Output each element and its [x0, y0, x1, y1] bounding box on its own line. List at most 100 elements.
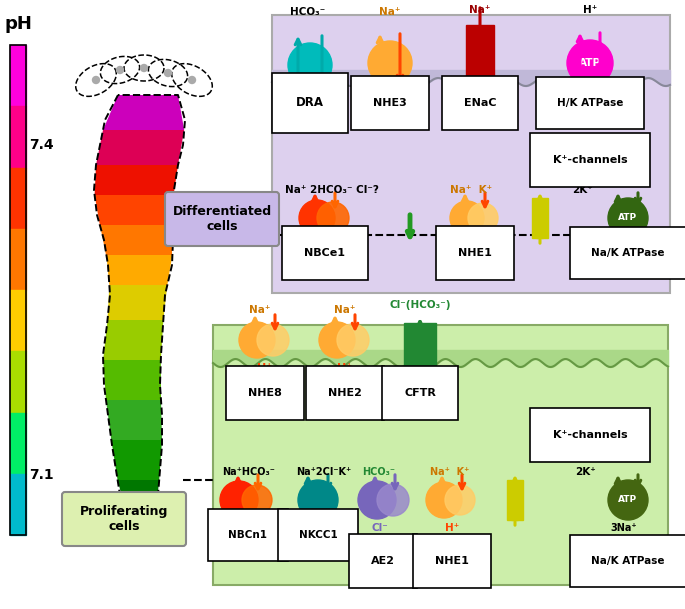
Text: H⁺: H⁺ — [467, 241, 482, 251]
Text: ATP: ATP — [619, 496, 638, 504]
Bar — [272, 15, 670, 293]
Circle shape — [450, 201, 484, 235]
Circle shape — [220, 481, 258, 519]
Text: 3Na⁺: 3Na⁺ — [605, 241, 632, 251]
Text: Cl⁻(HCO₃⁻): Cl⁻(HCO₃⁻) — [389, 300, 451, 310]
Text: DRA: DRA — [296, 96, 324, 110]
Polygon shape — [118, 480, 159, 520]
FancyBboxPatch shape — [62, 492, 186, 546]
Polygon shape — [106, 255, 173, 285]
Text: NHE3: NHE3 — [373, 98, 407, 108]
Circle shape — [317, 202, 349, 234]
Polygon shape — [100, 225, 173, 255]
FancyBboxPatch shape — [165, 192, 279, 246]
Circle shape — [445, 485, 475, 515]
Text: NKCC1: NKCC1 — [299, 530, 338, 540]
Text: HCO₃⁻: HCO₃⁻ — [362, 467, 395, 477]
Polygon shape — [103, 320, 163, 360]
Text: Proliferating
cells: Proliferating cells — [80, 505, 169, 533]
Bar — [10, 351, 26, 412]
Circle shape — [140, 65, 147, 71]
Text: H⁺: H⁺ — [583, 5, 597, 15]
Text: H⁺: H⁺ — [338, 363, 353, 373]
Text: AE2: AE2 — [371, 556, 395, 566]
Polygon shape — [96, 130, 184, 165]
Text: H⁺: H⁺ — [382, 94, 397, 104]
Text: Na⁺ 2HCO₃⁻ Cl⁻?: Na⁺ 2HCO₃⁻ Cl⁻? — [285, 185, 379, 195]
Polygon shape — [95, 165, 178, 195]
Text: Cl⁻: Cl⁻ — [303, 96, 321, 106]
Text: Na/K ATPase: Na/K ATPase — [591, 556, 664, 566]
Circle shape — [608, 480, 648, 520]
Text: CFTR: CFTR — [404, 388, 436, 398]
Text: Na⁺2Cl⁻K⁺: Na⁺2Cl⁻K⁺ — [296, 467, 351, 477]
Bar — [10, 106, 26, 167]
Text: H⁺: H⁺ — [445, 523, 459, 533]
Circle shape — [608, 198, 648, 238]
Polygon shape — [95, 195, 173, 225]
Text: Na⁺  K⁺: Na⁺ K⁺ — [430, 467, 469, 477]
Text: K⁺-channels: K⁺-channels — [553, 430, 627, 440]
Circle shape — [239, 322, 275, 358]
Text: NHE1: NHE1 — [435, 556, 469, 566]
Bar — [10, 229, 26, 290]
Text: 2K⁺: 2K⁺ — [572, 185, 593, 195]
Bar — [10, 412, 26, 474]
Bar — [404, 323, 436, 367]
Text: ATP: ATP — [579, 58, 601, 68]
Text: Differentiated
cells: Differentiated cells — [173, 205, 271, 233]
Text: Na⁺: Na⁺ — [249, 305, 271, 315]
Circle shape — [358, 481, 396, 519]
Text: Na/K ATPase: Na/K ATPase — [591, 248, 664, 258]
Circle shape — [299, 200, 335, 236]
Bar — [10, 45, 26, 106]
Text: H⁺: H⁺ — [258, 363, 273, 373]
Polygon shape — [112, 440, 162, 480]
Text: Na⁺: Na⁺ — [334, 305, 356, 315]
Circle shape — [288, 43, 332, 87]
Text: K⁺-channels: K⁺-channels — [553, 155, 627, 165]
Polygon shape — [106, 400, 162, 440]
Circle shape — [298, 480, 338, 520]
Circle shape — [426, 482, 462, 518]
Text: NHE1: NHE1 — [458, 248, 492, 258]
Text: Cl⁻: Cl⁻ — [372, 523, 389, 533]
Text: ENaC: ENaC — [464, 98, 496, 108]
Text: NHE2: NHE2 — [328, 388, 362, 398]
Circle shape — [319, 322, 355, 358]
Circle shape — [368, 41, 412, 85]
Circle shape — [242, 485, 272, 515]
Polygon shape — [103, 95, 184, 130]
Circle shape — [337, 324, 369, 356]
Text: NBCe1: NBCe1 — [305, 248, 345, 258]
Text: 3Na⁺: 3Na⁺ — [610, 523, 636, 533]
Bar — [10, 290, 26, 351]
Text: K⁺: K⁺ — [583, 95, 597, 105]
Circle shape — [468, 203, 498, 233]
Circle shape — [116, 66, 123, 74]
Bar — [10, 45, 26, 535]
Bar — [10, 167, 26, 229]
Circle shape — [257, 324, 289, 356]
Bar — [213, 325, 668, 585]
Bar — [466, 25, 494, 95]
Text: NHE8: NHE8 — [248, 388, 282, 398]
Text: Na⁺  K⁺: Na⁺ K⁺ — [450, 185, 492, 195]
Text: Na⁺HCO₃⁻: Na⁺HCO₃⁻ — [222, 467, 275, 477]
Circle shape — [164, 69, 171, 77]
Text: HCO₃⁻: HCO₃⁻ — [290, 7, 325, 17]
Text: NBCn1: NBCn1 — [229, 530, 268, 540]
Bar — [507, 480, 523, 520]
Polygon shape — [108, 285, 167, 320]
Circle shape — [377, 484, 409, 516]
Text: 2K⁺: 2K⁺ — [575, 467, 596, 477]
Circle shape — [188, 77, 195, 83]
Text: 7.4: 7.4 — [29, 138, 53, 152]
Circle shape — [92, 77, 99, 83]
Bar — [532, 198, 548, 238]
Text: Na⁺: Na⁺ — [469, 5, 490, 15]
Circle shape — [567, 40, 613, 86]
Text: Na⁺: Na⁺ — [379, 7, 401, 17]
Text: ATP: ATP — [619, 214, 638, 222]
Bar — [10, 474, 26, 535]
